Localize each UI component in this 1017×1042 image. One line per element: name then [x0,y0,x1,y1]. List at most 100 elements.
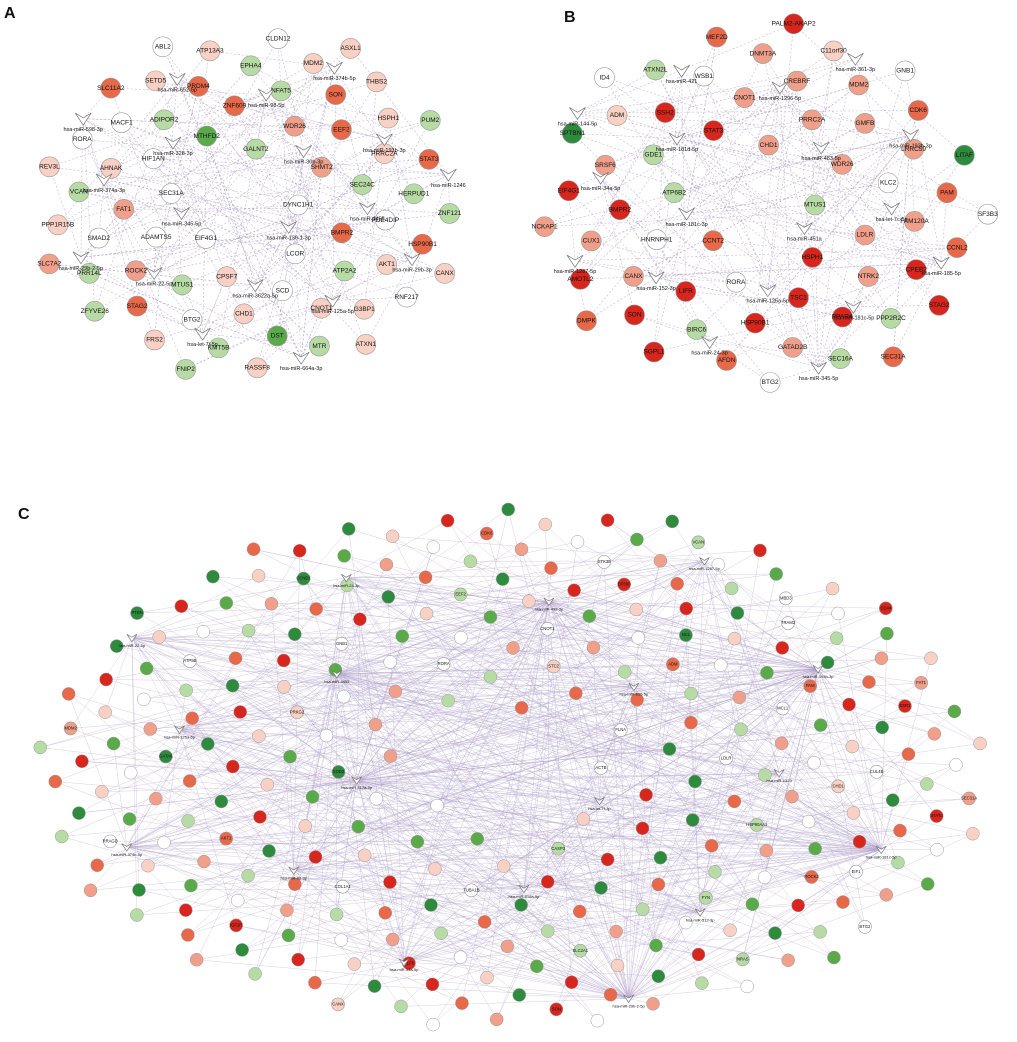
gene-label: GNB1 [336,641,348,646]
gene-label: MTR [312,343,326,350]
edge [110,168,289,228]
gene-node [702,230,724,251]
gene-label: DST [271,333,284,340]
gene-label: SON [329,91,343,98]
gene-node [214,794,229,809]
edge [126,697,740,848]
edge [681,70,793,348]
gene-node [651,969,666,983]
gene-node [152,630,166,644]
gene-node [801,814,816,829]
gene-label: MTUS1 [171,282,193,289]
gene-label: HSP90B1 [741,320,770,327]
edge [390,756,882,850]
edge [547,668,819,932]
gene-node [836,895,850,909]
gene-node [891,855,905,870]
edge [343,668,819,697]
gene-node [425,977,440,992]
gene-label: CLDN12 [266,35,291,42]
gene-node [827,950,841,965]
edge [503,601,550,867]
mirna-node [668,132,686,146]
mirna-node [628,682,640,692]
edge [187,820,629,999]
gene-node [277,680,291,694]
edge [460,594,701,913]
edge [508,509,629,999]
gene-node [600,852,615,867]
gene-label: MCL1 [777,706,789,711]
gene-node [145,226,167,248]
edge [572,133,942,263]
edge [97,800,600,866]
edge [265,94,345,272]
mirna-node [95,173,113,187]
edge [255,284,320,347]
mirna-node [280,220,297,234]
gene-node [483,670,498,684]
gene-node [582,609,597,623]
edge [754,87,781,324]
gene-label: DYNC1H1 [283,202,314,209]
edge [61,560,705,837]
gene-node [874,651,889,666]
edge [153,48,351,274]
edge [341,560,705,941]
gene-node [288,627,302,641]
edge [189,673,337,782]
mirna-label: hsa-miR-34a-5p [390,967,419,972]
gene-node [179,903,193,917]
mirna-label: hsa-miR-4455 [324,679,350,684]
gene-label: ASXL1 [340,45,361,52]
edge [403,764,957,963]
edge [135,139,385,271]
gene-node [311,156,333,178]
gene-node [225,678,240,693]
edge [346,577,580,912]
gene-node [219,831,233,846]
gene-node [907,100,929,121]
gene-label: CREBRF [784,78,811,85]
gene-label: ADM [668,661,678,666]
mirna-label: hsa-miR-98-3p [281,876,308,881]
mirna-label: hsa-miR-664a-3p [280,366,323,372]
edge [599,560,661,801]
edge [181,606,337,675]
gene-node [464,883,479,898]
edge [486,849,882,978]
edge [179,509,509,730]
edge [131,575,259,638]
gene-label: SLC11A2 [97,85,125,92]
edge [179,638,735,730]
edge [376,668,819,799]
gene-label: PRDM4 [187,83,210,90]
gene-node [576,310,597,332]
mirna-node [126,633,138,643]
mirna-label: hsa-miR-512-3p [686,917,715,922]
gene-node [740,979,754,994]
edge [600,177,635,315]
gene-node [782,337,804,358]
gene-label: HSP90AA1 [746,822,768,827]
gene-label: BTG2 [762,379,779,386]
gene-label: KMT5B [208,345,230,352]
edge [607,520,882,850]
edge [131,561,605,638]
gene-label: CDK6 [481,531,493,536]
gene-node [635,902,650,917]
edge [336,601,530,675]
edge [346,585,882,850]
gene-label: MEF2D [706,34,728,41]
gene-node [898,699,912,713]
edge [691,668,819,694]
gene-node [759,843,774,858]
mirna-label: hsa-miR-125a-5p [164,735,196,740]
edge [116,560,705,647]
edge [288,226,445,274]
gene-node [152,36,174,58]
gene-node [540,875,555,889]
edge [603,561,629,999]
edge [586,87,781,321]
gene-node [308,975,322,990]
